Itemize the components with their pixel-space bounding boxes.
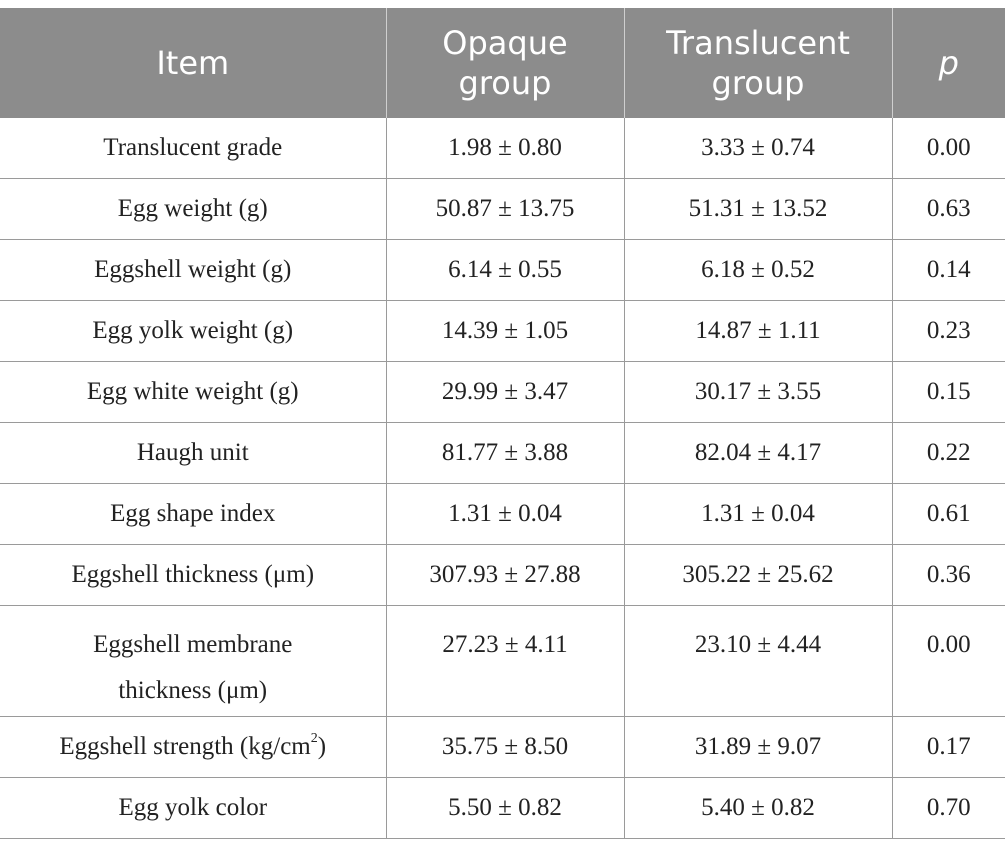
cell-item: Eggshell membrane thickness (μm) <box>0 605 386 717</box>
header-p-value: p <box>891 8 1005 118</box>
table-row: Eggshell weight (g) 6.14 ± 0.55 6.18 ± 0… <box>0 239 1005 301</box>
cell-translucent: 30.17 ± 3.55 <box>623 361 892 423</box>
header-opaque-line-2: group <box>458 64 552 102</box>
cell-opaque: 29.99 ± 3.47 <box>385 361 624 423</box>
cell-opaque: 50.87 ± 13.75 <box>385 178 624 240</box>
cell-p: 0.36 <box>891 544 1005 606</box>
header-row: Item Opaque group Translucent group p <box>0 8 1005 118</box>
header-item: Item <box>0 8 386 118</box>
table-row: Eggshell membrane thickness (μm) 27.23 ±… <box>0 605 1005 717</box>
cell-p: 0.17 <box>891 716 1005 778</box>
cell-item: Egg shape index <box>0 483 386 545</box>
cell-opaque: 5.50 ± 0.82 <box>385 777 624 839</box>
header-translucent-line-2: group <box>711 64 805 102</box>
cell-translucent: 5.40 ± 0.82 <box>623 777 892 839</box>
cell-opaque: 14.39 ± 1.05 <box>385 300 624 362</box>
cell-p: 0.00 <box>891 118 1005 179</box>
table-row: Egg shape index 1.31 ± 0.04 1.31 ± 0.04 … <box>0 483 1005 545</box>
cell-p: 0.15 <box>891 361 1005 423</box>
cell-opaque: 6.14 ± 0.55 <box>385 239 624 301</box>
cell-item-prefix: Eggshell strength (kg/cm <box>59 733 311 760</box>
cell-opaque: 1.31 ± 0.04 <box>385 483 624 545</box>
cell-translucent: 1.31 ± 0.04 <box>623 483 892 545</box>
header-p-text: p <box>938 44 959 82</box>
cell-p: 0.22 <box>891 422 1005 484</box>
data-table: Item Opaque group Translucent group p Tr… <box>0 8 1005 839</box>
header-item-text: Item <box>156 44 230 82</box>
table-row: Translucent grade 1.98 ± 0.80 3.33 ± 0.7… <box>0 118 1005 179</box>
header-opaque-group: Opaque group <box>385 8 624 118</box>
cell-opaque: 81.77 ± 3.88 <box>385 422 624 484</box>
cell-translucent: 6.18 ± 0.52 <box>623 239 892 301</box>
cell-item: Egg weight (g) <box>0 178 386 240</box>
cell-translucent: 82.04 ± 4.17 <box>623 422 892 484</box>
cell-p: 0.14 <box>891 239 1005 301</box>
table-row: Egg weight (g) 50.87 ± 13.75 51.31 ± 13.… <box>0 178 1005 240</box>
table-body: Translucent grade 1.98 ± 0.80 3.33 ± 0.7… <box>0 118 1005 839</box>
cell-translucent: 31.89 ± 9.07 <box>623 716 892 778</box>
table-header: Item Opaque group Translucent group p <box>0 8 1005 118</box>
cell-item: Haugh unit <box>0 422 386 484</box>
table-row: Egg yolk color 5.50 ± 0.82 5.40 ± 0.82 0… <box>0 777 1005 839</box>
cell-translucent: 14.87 ± 1.11 <box>623 300 892 362</box>
cell-translucent: 51.31 ± 13.52 <box>623 178 892 240</box>
cell-p: 0.70 <box>891 777 1005 839</box>
header-translucent-line-1: Translucent <box>666 24 850 62</box>
cell-item: Egg yolk weight (g) <box>0 300 386 362</box>
cell-p: 0.63 <box>891 178 1005 240</box>
cell-translucent: 23.10 ± 4.44 <box>623 605 892 717</box>
cell-item: Egg yolk color <box>0 777 386 839</box>
table-row: Eggshell thickness (μm) 307.93 ± 27.88 3… <box>0 544 1005 606</box>
cell-item: Eggshell thickness (μm) <box>0 544 386 606</box>
cell-item-superscript: 2 <box>310 731 318 746</box>
table-row: Eggshell strength (kg/cm2) 35.75 ± 8.50 … <box>0 716 1005 778</box>
cell-p: 0.00 <box>891 605 1005 717</box>
cell-opaque: 1.98 ± 0.80 <box>385 118 624 179</box>
cell-item-line-1: Eggshell membrane <box>93 631 293 658</box>
header-translucent-group: Translucent group <box>623 8 892 118</box>
table-row: Egg white weight (g) 29.99 ± 3.47 30.17 … <box>0 361 1005 423</box>
cell-opaque: 27.23 ± 4.11 <box>385 605 624 717</box>
cell-item-suffix: ) <box>317 733 327 760</box>
cell-translucent: 3.33 ± 0.74 <box>623 118 892 179</box>
cell-item: Translucent grade <box>0 118 386 179</box>
cell-item: Eggshell strength (kg/cm2) <box>0 716 386 778</box>
cell-item: Eggshell weight (g) <box>0 239 386 301</box>
cell-p: 0.61 <box>891 483 1005 545</box>
cell-item: Egg white weight (g) <box>0 361 386 423</box>
header-opaque-line-1: Opaque <box>442 24 568 62</box>
cell-p: 0.23 <box>891 300 1005 362</box>
table-row: Egg yolk weight (g) 14.39 ± 1.05 14.87 ±… <box>0 300 1005 362</box>
table-row: Haugh unit 81.77 ± 3.88 82.04 ± 4.17 0.2… <box>0 422 1005 484</box>
cell-translucent: 305.22 ± 25.62 <box>623 544 892 606</box>
cell-opaque: 307.93 ± 27.88 <box>385 544 624 606</box>
cell-item-line-2: thickness (μm) <box>118 677 268 704</box>
cell-opaque: 35.75 ± 8.50 <box>385 716 624 778</box>
